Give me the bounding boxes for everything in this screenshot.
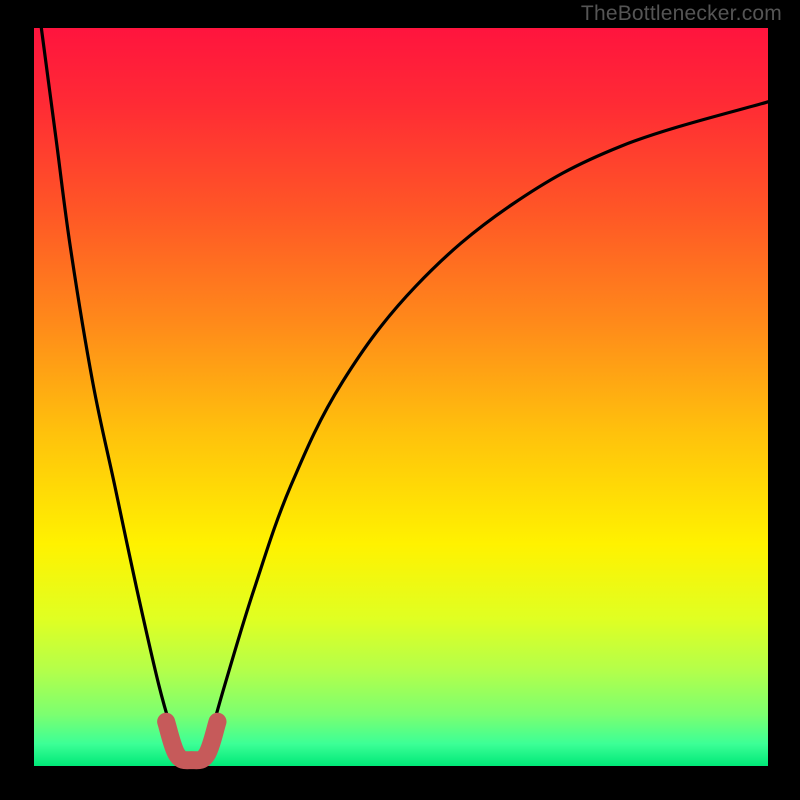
bottleneck-chart xyxy=(0,0,800,800)
gradient-background xyxy=(34,28,768,766)
chart-stage: TheBottlenecker.com xyxy=(0,0,800,800)
watermark-text: TheBottlenecker.com xyxy=(581,2,782,26)
